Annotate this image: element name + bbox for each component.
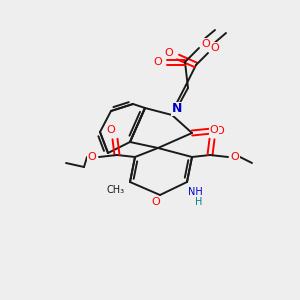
Text: O: O [106,125,116,135]
Text: O: O [165,48,173,58]
Text: O: O [152,197,160,207]
Text: O: O [216,126,224,136]
Text: O: O [88,152,96,162]
Text: O: O [202,39,210,49]
Text: N: N [172,103,182,116]
Text: NH: NH [188,187,202,197]
Text: H: H [195,197,203,207]
Text: O: O [154,57,162,67]
Text: O: O [231,152,239,162]
Text: O: O [210,125,218,135]
Text: O: O [211,43,219,53]
Text: CH₃: CH₃ [107,185,125,195]
